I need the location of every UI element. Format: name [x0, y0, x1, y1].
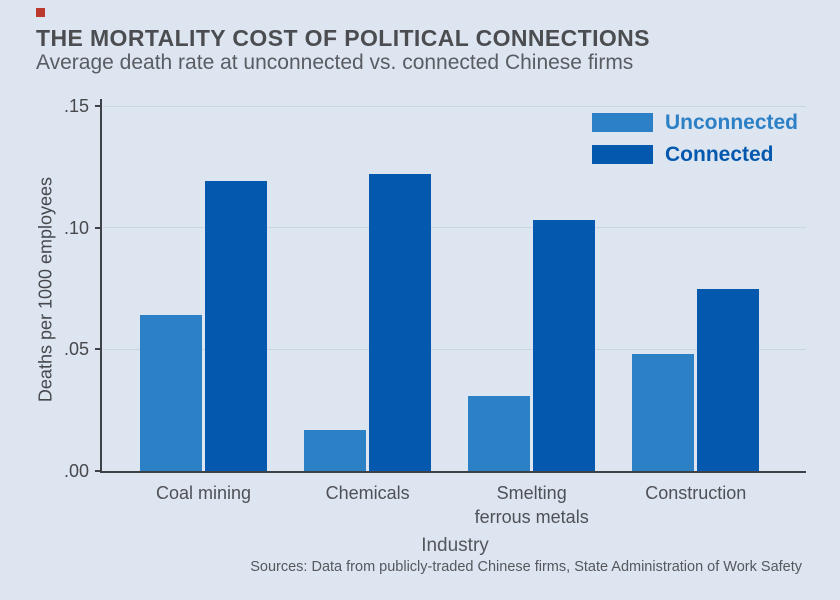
y-axis-line: [100, 99, 102, 473]
legend-item-connected: Connected: [592, 143, 798, 166]
y-tick-mark-05: [95, 348, 102, 351]
y-axis-title: Deaths per 1000 employees: [35, 176, 56, 403]
gridline-15: [103, 105, 806, 107]
legend-label-unconnected: Unconnected: [665, 111, 799, 134]
y-tick-label-00: .00: [63, 461, 89, 481]
y-tick-label-05: .05: [63, 339, 89, 360]
legend-swatch-connected: [592, 145, 653, 164]
legend: Unconnected Connected: [592, 111, 799, 177]
source-note: Sources: Data from publicly-traded Chine…: [250, 559, 802, 575]
y-tick-mark-00: [95, 470, 102, 472]
gridline-05: [103, 348, 806, 350]
chart-subtitle: Average death rate at unconnected vs. co…: [36, 51, 634, 74]
x-tick-label-coal-mining: Coal mining: [155, 483, 252, 503]
bar-connected-smelting-ferrous-metals: [533, 220, 596, 471]
y-tick-mark-15: [95, 105, 102, 107]
bar-connected-chemicals: [369, 174, 432, 471]
legend-swatch-unconnected: [592, 113, 653, 132]
y-tick-mark-10: [95, 226, 102, 229]
bar-unconnected-coal-mining: [140, 315, 202, 471]
x-axis-line: [100, 471, 806, 473]
bar-connected-construction: [697, 288, 760, 471]
bar-connected-coal-mining: [205, 181, 267, 471]
legend-label-connected: Connected: [665, 143, 774, 166]
chart-title: THE MORTALITY COST OF POLITICAL CONNECTI…: [36, 25, 650, 51]
x-tick-label-chemicals: Chemicals: [325, 483, 410, 503]
y-tick-label-10: .10: [63, 217, 89, 238]
x-axis-title: Industry: [421, 535, 489, 556]
bar-unconnected-smelting-ferrous-metals: [468, 395, 531, 471]
y-tick-label-15: .15: [63, 96, 89, 116]
x-tick-label-smelting-ferrous-metals: Smelting ferrous metals: [474, 483, 589, 527]
accent-square: [36, 8, 45, 17]
gridline-10: [103, 227, 806, 229]
bar-unconnected-chemicals: [304, 429, 367, 471]
x-tick-label-construction: Construction: [645, 483, 747, 503]
legend-item-unconnected: Unconnected: [592, 111, 799, 134]
bar-unconnected-construction: [632, 354, 695, 471]
